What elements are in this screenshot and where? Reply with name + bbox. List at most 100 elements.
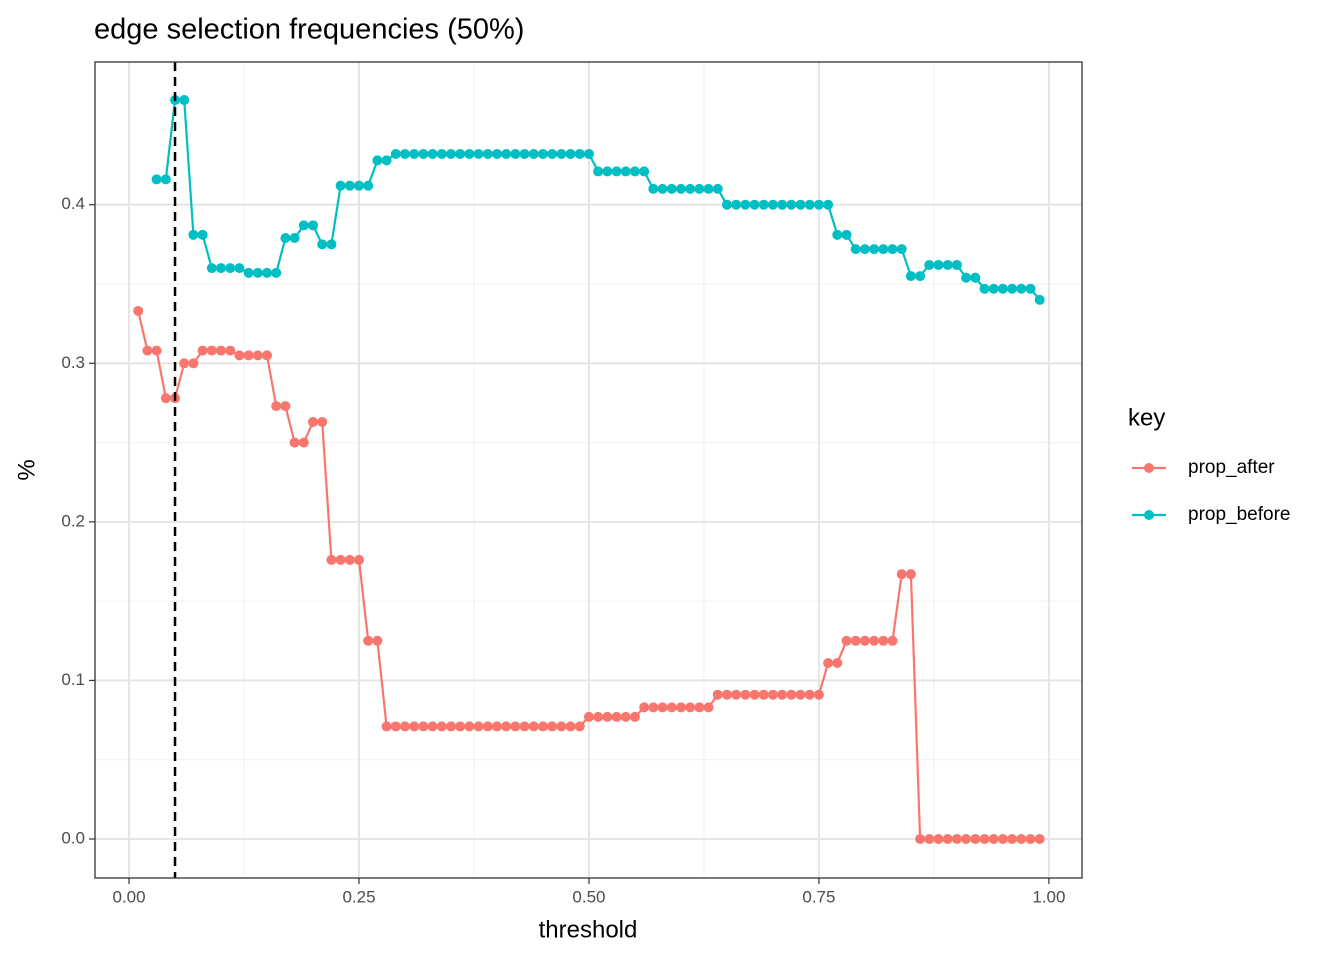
data-point [243,267,254,278]
data-point [795,199,806,210]
data-point [528,721,539,732]
data-point [473,721,484,732]
data-point [344,554,355,565]
data-point [951,259,962,270]
data-point [436,721,447,732]
data-point [252,350,263,361]
data-point [961,272,972,283]
data-point [777,689,788,700]
data-point [372,635,383,646]
data-point [381,721,392,732]
data-point [271,401,282,412]
data-point [537,148,548,159]
x-tick-label: 0.75 [802,887,835,906]
data-point [179,95,190,106]
data-point [905,271,916,282]
data-point [298,437,309,448]
data-point [482,721,493,732]
data-point [216,263,227,274]
data-point [712,183,723,194]
x-axis-label: threshold [539,916,638,943]
data-point [436,148,447,159]
data-point [629,711,640,722]
data-point [280,401,291,412]
data-point [850,244,861,255]
data-point [583,711,594,722]
x-tick-label: 0.25 [342,887,375,906]
data-point [1007,283,1018,294]
data-point [547,148,558,159]
data-point [915,271,926,282]
data-point [234,350,245,361]
data-point [160,393,171,404]
data-point [869,635,880,646]
x-tick-label: 1.00 [1032,887,1065,906]
data-point [694,183,705,194]
data-point [823,657,834,668]
data-point [344,180,355,191]
data-point [933,833,944,844]
data-point [758,199,769,210]
data-point [961,833,972,844]
data-point [685,702,696,713]
data-point [593,166,604,177]
data-point [979,283,990,294]
data-point [445,148,456,159]
data-point [721,689,732,700]
data-point [262,350,273,361]
data-point [399,721,410,732]
data-point [924,259,935,270]
data-point [979,833,990,844]
data-point [583,148,594,159]
data-point [795,689,806,700]
data-point [510,721,521,732]
data-point [887,635,898,646]
data-point [859,244,870,255]
y-tick-label: 0.1 [61,670,85,689]
data-point [317,239,328,250]
data-point [298,220,309,231]
data-point [427,721,438,732]
data-point [905,569,916,580]
data-point [363,180,374,191]
data-point [519,721,530,732]
data-point [151,345,162,356]
legend-label: prop_before [1188,504,1290,525]
data-point [455,148,466,159]
data-point [832,657,843,668]
data-point [519,148,530,159]
data-point [464,148,475,159]
data-point [399,148,410,159]
data-point [491,721,502,732]
y-tick-label: 0.0 [61,828,85,847]
data-point [473,148,484,159]
data-point [537,721,548,732]
data-point [675,702,686,713]
data-point [657,702,668,713]
data-point [326,239,337,250]
data-point [749,199,760,210]
data-point [832,229,843,240]
data-point [740,199,751,210]
legend-key-point [1144,510,1154,520]
data-point [915,833,926,844]
data-point [1025,833,1036,844]
data-point [859,635,870,646]
data-point [639,702,650,713]
data-point [970,833,981,844]
data-point [703,183,714,194]
data-point [326,554,337,565]
data-point [528,148,539,159]
data-point [308,416,319,427]
y-axis-label: % [13,459,40,480]
data-point [666,183,677,194]
data-point [942,259,953,270]
y-tick-label: 0.2 [61,511,85,530]
data-point [317,416,328,427]
data-point [308,220,319,231]
data-point [694,702,705,713]
data-point [280,233,291,244]
data-point [1007,833,1018,844]
data-point [648,183,659,194]
